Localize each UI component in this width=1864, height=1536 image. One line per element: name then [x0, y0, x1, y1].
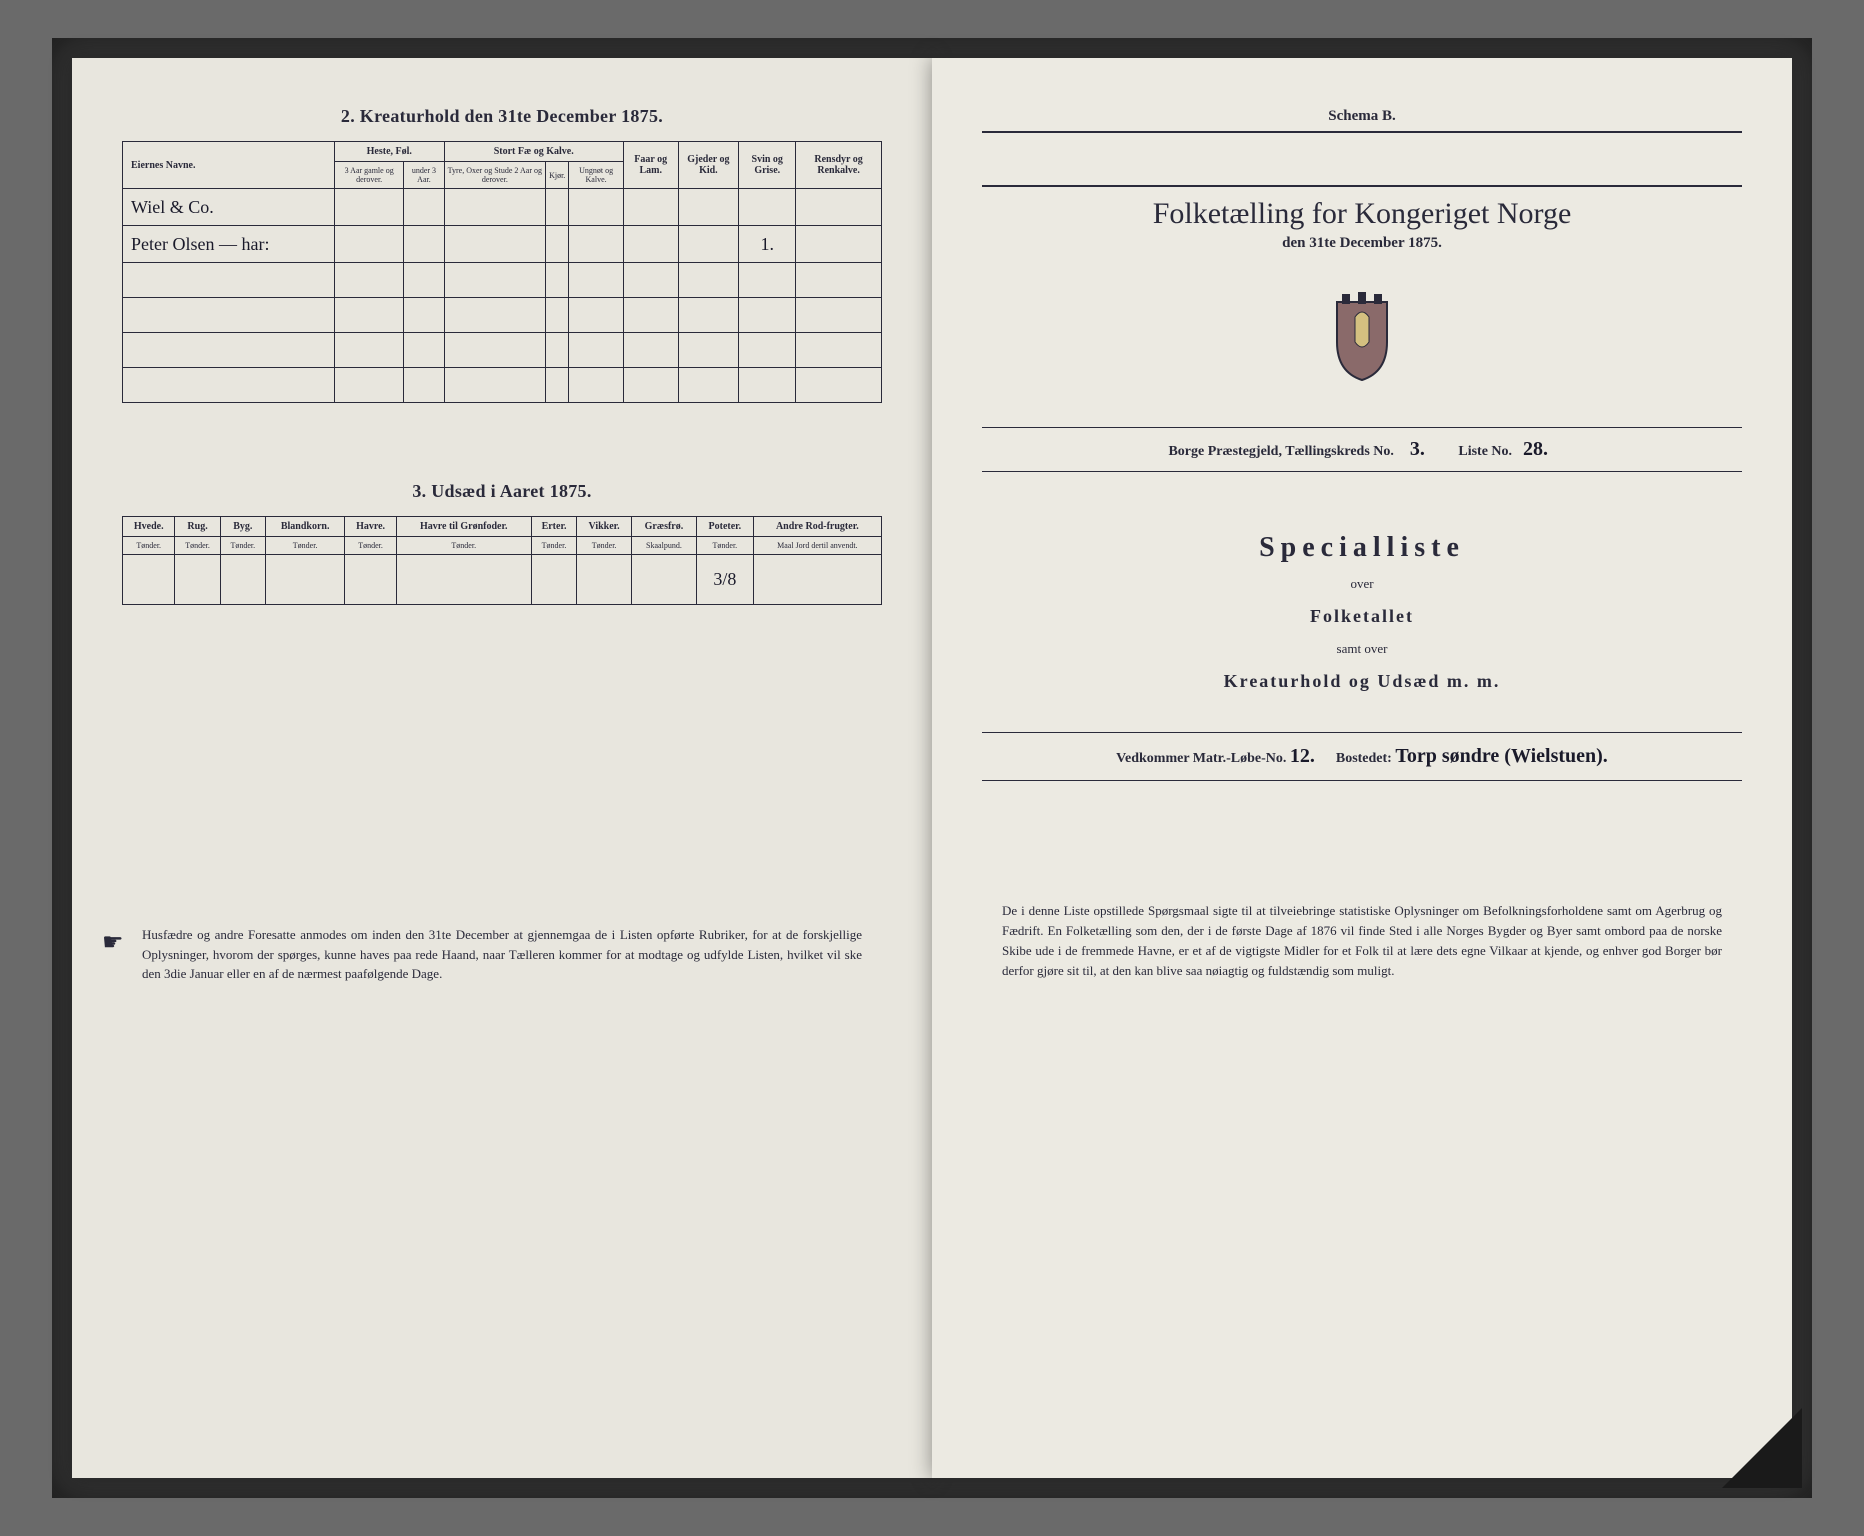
seed-unit: Tønder.: [396, 537, 531, 555]
seed-col: Erter.: [531, 517, 577, 537]
samtover-label: samt over: [982, 641, 1742, 657]
seed-unit: Tønder.: [220, 537, 265, 555]
page-corner-fold-icon: [1722, 1408, 1802, 1488]
liste-no: 28.: [1516, 438, 1556, 461]
pointing-hand-icon: ☛: [102, 925, 124, 961]
table-row: [123, 333, 882, 368]
kreatur-label: Kreaturhold og Udsæd m. m.: [982, 671, 1742, 692]
seed-col: Hvede.: [123, 517, 175, 537]
seed-table: Hvede. Rug. Byg. Blandkorn. Havre. Havre…: [122, 516, 882, 605]
book-spread: 2. Kreaturhold den 31te December 1875. E…: [52, 38, 1812, 1498]
seed-unit: Tønder.: [345, 537, 396, 555]
seed-col: Byg.: [220, 517, 265, 537]
grp-stort: Stort Fæ og Kalve.: [444, 142, 623, 162]
left-footnote: ☛ Husfædre og andre Foresatte anmodes om…: [122, 925, 882, 984]
svin-cell: [739, 189, 796, 226]
folketallet-label: Folketallet: [982, 606, 1742, 627]
matr-label: Vedkommer Matr.-Løbe-No.: [1116, 751, 1286, 766]
section3-title: 3. Udsæd i Aaret 1875.: [122, 481, 882, 502]
seed-unit: Skaalpund.: [631, 537, 696, 555]
seed-col: Blandkorn.: [265, 517, 344, 537]
sub-ungnot: Ungnøt og Kalve.: [569, 162, 624, 189]
seed-col: Andre Rod-frugter.: [753, 517, 881, 537]
table-row: [123, 263, 882, 298]
table-row: [123, 298, 882, 333]
section2-title: 2. Kreaturhold den 31te December 1875.: [122, 106, 882, 127]
sub-under3: under 3 Aar.: [404, 162, 444, 189]
left-page: 2. Kreaturhold den 31te December 1875. E…: [72, 58, 932, 1478]
seed-unit: Tønder.: [697, 537, 754, 555]
matr-no: 12.: [1290, 745, 1315, 767]
sub-kjor: Kjør.: [546, 162, 569, 189]
specialliste-title: Specialliste: [982, 532, 1742, 564]
seed-unit: Tønder.: [531, 537, 577, 555]
table-row: 3/8: [123, 555, 882, 605]
seed-col: Rug.: [175, 517, 220, 537]
svin-cell: 1.: [739, 226, 796, 263]
meta-line: Borge Præstegjeld, Tællingskreds No. 3. …: [982, 427, 1742, 472]
table-row: [123, 368, 882, 403]
seed-unit: Tønder.: [123, 537, 175, 555]
seed-col: Havre.: [345, 517, 396, 537]
liste-label: Liste No.: [1458, 444, 1512, 459]
kreds-no: 3.: [1397, 438, 1437, 461]
seed-unit: Maal Jord dertil anvendt.: [753, 537, 881, 555]
col-gjeder: Gjeder og Kid.: [678, 142, 739, 189]
locality-line: Vedkommer Matr.-Løbe-No. 12. Bostedet: T…: [982, 732, 1742, 781]
table-row: Peter Olsen — har: 1.: [123, 226, 882, 263]
bosted-name: Torp søndre (Wielstuen).: [1395, 745, 1607, 767]
coat-of-arms-icon: [982, 292, 1742, 387]
seed-col: Vikker.: [577, 517, 632, 537]
over-label: over: [982, 576, 1742, 592]
seed-col: Poteter.: [697, 517, 754, 537]
poteter-cell: 3/8: [697, 555, 754, 605]
bosted-label: Bostedet:: [1336, 751, 1392, 766]
census-subtitle: den 31te December 1875.: [982, 235, 1742, 252]
col-svin: Svin og Grise.: [739, 142, 796, 189]
table-row: Wiel & Co.: [123, 189, 882, 226]
seed-col: Havre til Grønfoder.: [396, 517, 531, 537]
seed-unit: Tønder.: [265, 537, 344, 555]
divider: [982, 185, 1742, 187]
owner-cell: Wiel & Co.: [123, 189, 335, 226]
sub-3aar: 3 Aar gamle og derover.: [335, 162, 404, 189]
sub-tyre: Tyre, Oxer og Stude 2 Aar og derover.: [444, 162, 546, 189]
seed-unit: Tønder.: [577, 537, 632, 555]
right-page: Schema B. Folketælling for Kongeriget No…: [932, 58, 1792, 1478]
prestegjeld-label: Borge Præstegjeld, Tællingskreds No.: [1168, 444, 1393, 459]
census-title: Folketælling for Kongeriget Norge: [982, 197, 1742, 231]
bottom-paragraph: De i denne Liste opstillede Spørgsmaal s…: [982, 901, 1742, 982]
footnote-text: Husfædre og andre Foresatte anmodes om i…: [142, 927, 862, 981]
col-rensdyr: Rensdyr og Renkalve.: [796, 142, 882, 189]
livestock-table: Eiernes Navne. Heste, Føl. Stort Fæ og K…: [122, 141, 882, 403]
seed-unit: Tønder.: [175, 537, 220, 555]
schema-label: Schema B.: [982, 108, 1742, 125]
divider: [982, 131, 1742, 133]
seed-col: Græsfrø.: [631, 517, 696, 537]
col-owner: Eiernes Navne.: [123, 142, 335, 189]
grp-heste: Heste, Føl.: [335, 142, 445, 162]
owner-cell: Peter Olsen — har:: [123, 226, 335, 263]
col-faar: Faar og Lam.: [623, 142, 678, 189]
